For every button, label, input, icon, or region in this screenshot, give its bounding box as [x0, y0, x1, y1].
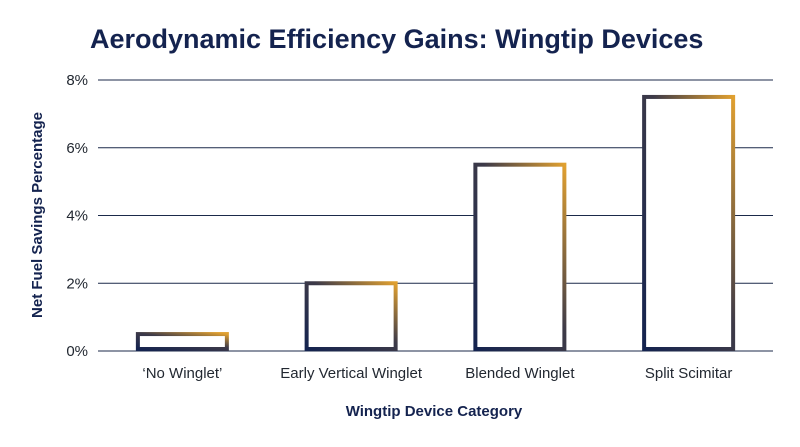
x-tick-label: Early Vertical Winglet [280, 365, 423, 382]
bar-3 [642, 94, 736, 351]
x-tick-label: Split Scimitar [645, 365, 733, 382]
y-axis-ticks: 0% 2% 4% 6% 8% [66, 72, 88, 360]
x-axis-label: Wingtip Device Category [346, 403, 523, 420]
y-tick-label: 0% [66, 343, 88, 360]
chart-title: Aerodynamic Efficiency Gains: Wingtip De… [90, 24, 703, 54]
x-axis-ticks: ‘No Winglet’ Early Vertical Winglet Blende… [142, 365, 732, 382]
y-axis-label: Net Fuel Savings Percentage [29, 112, 46, 318]
y-tick-label: 4% [66, 208, 88, 225]
bars [135, 94, 736, 351]
y-tick-label: 2% [66, 275, 88, 292]
y-tick-label: 6% [66, 140, 88, 157]
bar-1 [304, 281, 398, 351]
x-tick-label: Blended Winglet [465, 365, 575, 382]
y-tick-label: 8% [66, 72, 88, 89]
x-tick-label: ‘No Winglet’ [142, 365, 222, 382]
bar-2 [473, 162, 567, 351]
bar-0 [135, 332, 229, 351]
